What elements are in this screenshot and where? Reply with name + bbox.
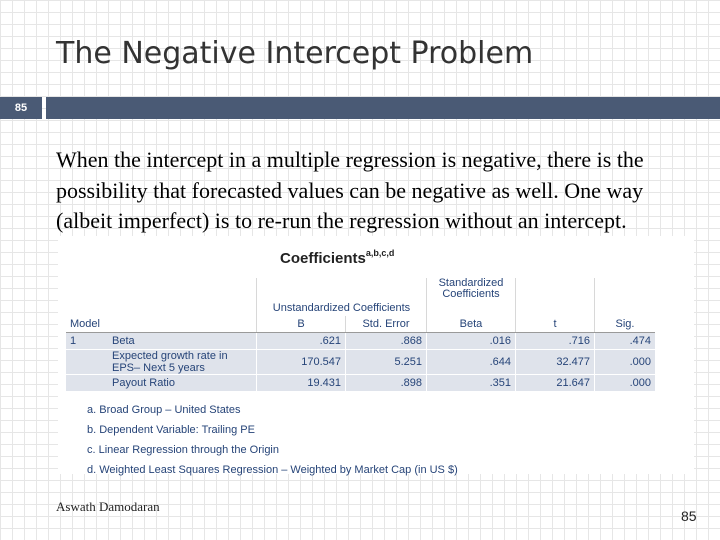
coefficients-title-text: Coefficients [280, 250, 366, 267]
cell-beta: .016 [426, 332, 516, 350]
footnote: c. Linear Regression through the Origin [87, 444, 279, 456]
cell-t: 21.647 [515, 374, 595, 392]
slide-title: The Negative Intercept Problem [56, 36, 534, 71]
table-row: Expected growth rate in EPS– Next 5 year… [66, 349, 655, 375]
cell-b: 19.431 [256, 374, 346, 392]
slide-number-badge: 85 [0, 97, 42, 119]
footer-page-number: 85 [681, 508, 697, 524]
footnotes: a. Broad Group – United States b. Depend… [87, 400, 458, 480]
cell-b: 170.547 [256, 349, 346, 375]
col-std-error-header: Std. Error [345, 316, 427, 333]
footnote: b. Dependent Variable: Trailing PE [87, 424, 255, 436]
header-unstandardized: Unstandardized Coefficients [256, 300, 427, 316]
coefficients-table: Standardized Coefficients Unstandardized… [66, 278, 655, 392]
cell-std-error: .868 [345, 332, 427, 350]
footnote: d. Weighted Least Squares Regression – W… [87, 464, 458, 476]
cell-beta: .351 [426, 374, 516, 392]
col-model-header: Model [66, 316, 108, 333]
cell-t: .716 [515, 332, 595, 350]
col-beta-header: Beta [426, 316, 516, 333]
footer-author: Aswath Damodaran [56, 499, 160, 514]
footnote: a. Broad Group – United States [87, 404, 241, 416]
header-standardized: Standardized Coefficients [438, 277, 504, 300]
row-label: Payout Ratio [108, 374, 257, 392]
col-t-header: t [515, 316, 595, 333]
body-text: When the intercept in a multiple regress… [56, 147, 644, 233]
row-label: Beta [108, 332, 257, 350]
coefficients-table-image: Coefficientsa,b,c,d Standardized Coeffic… [58, 236, 694, 476]
cell-sig: .474 [594, 332, 655, 350]
cell-t: 32.477 [515, 349, 595, 375]
table-row: Payout Ratio 19.431 .898 .351 21.647 .00… [66, 374, 655, 392]
col-sig-header: Sig. [594, 316, 655, 333]
coefficients-title: Coefficientsa,b,c,d [280, 248, 395, 267]
header-row-top: Standardized Coefficients [66, 278, 655, 300]
model-number: 1 [66, 332, 108, 350]
row-label: Expected growth rate in EPS– Next 5 year… [108, 349, 257, 375]
cell-beta: .644 [426, 349, 516, 375]
title-bar [46, 97, 720, 119]
row-label-text: Expected growth rate in EPS– Next 5 year… [112, 350, 228, 374]
cell-sig: .000 [594, 349, 655, 375]
cell-sig: .000 [594, 374, 655, 392]
coefficients-title-superscript: a,b,c,d [365, 248, 395, 258]
cell-std-error: .898 [345, 374, 427, 392]
col-b-header: B [256, 316, 346, 333]
cell-b: .621 [256, 332, 346, 350]
header-row-middle: Unstandardized Coefficients [66, 300, 655, 316]
table-row: 1 Beta .621 .868 .016 .716 .474 [66, 332, 655, 350]
cell-std-error: 5.251 [345, 349, 427, 375]
header-row-bottom: Model B Std. Error Beta t Sig. [66, 316, 655, 333]
